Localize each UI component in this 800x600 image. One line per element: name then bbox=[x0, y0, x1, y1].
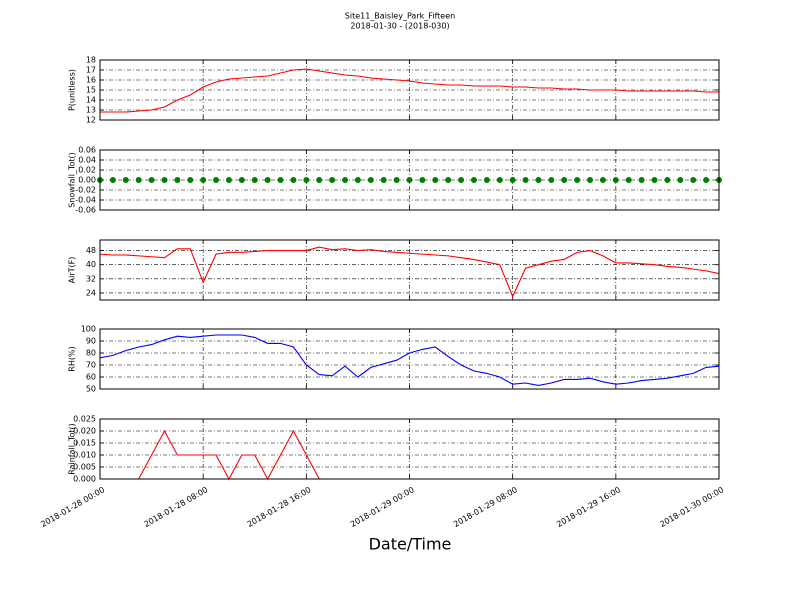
data-point bbox=[213, 177, 220, 183]
data-point bbox=[651, 177, 658, 183]
data-point bbox=[458, 177, 465, 183]
data-point bbox=[703, 177, 710, 183]
y-tick-label: 0.000 bbox=[73, 475, 96, 484]
y-tick-label: 80 bbox=[86, 349, 96, 358]
data-point bbox=[187, 177, 194, 183]
data-point bbox=[277, 177, 284, 183]
data-point bbox=[122, 177, 129, 183]
y-tick-label: 0.06 bbox=[78, 146, 96, 155]
data-point bbox=[599, 177, 606, 183]
y-axis-label: Rainfall_Tot() bbox=[68, 423, 77, 475]
y-tick-label: 70 bbox=[86, 361, 96, 370]
data-line bbox=[99, 246, 720, 298]
data-point bbox=[380, 177, 387, 183]
data-point bbox=[625, 177, 632, 183]
data-point bbox=[303, 177, 310, 183]
data-point bbox=[290, 177, 297, 183]
data-point bbox=[238, 177, 245, 183]
y-tick-label: 12 bbox=[86, 116, 96, 125]
data-point bbox=[690, 177, 697, 183]
data-line bbox=[99, 334, 720, 386]
y-tick-label: 0.04 bbox=[78, 156, 96, 165]
y-tick-label: 0.02 bbox=[78, 166, 96, 175]
data-point bbox=[561, 177, 568, 183]
data-point bbox=[677, 177, 684, 183]
y-tick-label: 18 bbox=[86, 56, 96, 65]
plot-frame bbox=[99, 418, 720, 480]
data-point bbox=[161, 177, 168, 183]
data-point bbox=[406, 177, 413, 183]
data-point bbox=[367, 177, 374, 183]
y-tick-label: 60 bbox=[86, 373, 96, 382]
chart-title: Site11_Baisley_Park_Fifteen bbox=[345, 12, 455, 21]
y-axis-label: AirT(F) bbox=[68, 257, 77, 284]
y-tick-label: -0.06 bbox=[75, 206, 96, 215]
y-tick-label: 15 bbox=[86, 86, 96, 95]
y-tick-label: 13 bbox=[86, 106, 96, 115]
y-tick-label: 90 bbox=[86, 337, 96, 346]
data-line bbox=[100, 68, 719, 113]
y-tick-label: 50 bbox=[86, 385, 96, 394]
data-point bbox=[587, 177, 594, 183]
y-tick-label: 0.025 bbox=[73, 415, 96, 424]
y-axis-label: Snowfall_Tot() bbox=[68, 152, 77, 208]
data-point bbox=[342, 177, 349, 183]
y-tick-label: 40 bbox=[86, 260, 96, 269]
plot-frame bbox=[99, 59, 720, 121]
y-tick-label: 0.020 bbox=[73, 427, 96, 436]
data-point bbox=[638, 177, 645, 183]
data-point bbox=[535, 177, 542, 183]
y-tick-label: 0.005 bbox=[73, 463, 96, 472]
data-point bbox=[612, 177, 619, 183]
data-point bbox=[548, 177, 555, 183]
data-point bbox=[200, 177, 207, 183]
y-tick-label: 48 bbox=[86, 246, 96, 255]
y-tick-label: 0.010 bbox=[73, 451, 96, 460]
data-point bbox=[445, 177, 452, 183]
data-point bbox=[148, 177, 155, 183]
data-point bbox=[251, 177, 258, 183]
y-tick-label: 17 bbox=[86, 66, 96, 75]
data-point bbox=[419, 177, 426, 183]
y-tick-label: 16 bbox=[86, 76, 96, 85]
data-point bbox=[432, 177, 439, 183]
y-tick-label: 32 bbox=[86, 274, 96, 283]
plot-frame bbox=[99, 328, 720, 390]
data-point bbox=[354, 177, 361, 183]
data-point bbox=[174, 177, 181, 183]
data-point bbox=[574, 177, 581, 183]
plot-frame bbox=[99, 239, 720, 301]
data-point bbox=[393, 177, 400, 183]
y-tick-label: -0.02 bbox=[75, 186, 96, 195]
data-point bbox=[316, 177, 323, 183]
data-point bbox=[264, 177, 271, 183]
data-point bbox=[664, 177, 671, 183]
y-tick-label: 14 bbox=[86, 96, 96, 105]
x-axis-label: Date/Time bbox=[369, 535, 452, 554]
y-tick-label: 100 bbox=[81, 325, 96, 334]
data-point bbox=[329, 177, 336, 183]
y-tick-label: 0.00 bbox=[78, 176, 96, 185]
y-tick-label: 24 bbox=[86, 288, 96, 297]
data-point bbox=[225, 177, 232, 183]
y-axis-label: RH(%) bbox=[68, 346, 77, 371]
data-point bbox=[522, 177, 529, 183]
data-point bbox=[483, 177, 490, 183]
data-point bbox=[496, 177, 503, 183]
plot-frame bbox=[99, 149, 720, 211]
y-tick-label: 0.015 bbox=[73, 439, 96, 448]
y-tick-label: -0.04 bbox=[75, 196, 96, 205]
data-point bbox=[135, 177, 142, 183]
chart-subtitle: 2018-01-30 - (2018-030) bbox=[350, 22, 449, 31]
data-point bbox=[470, 177, 477, 183]
y-axis-label: P(unitless) bbox=[68, 69, 77, 111]
data-point bbox=[109, 177, 116, 183]
data-point bbox=[509, 177, 516, 183]
